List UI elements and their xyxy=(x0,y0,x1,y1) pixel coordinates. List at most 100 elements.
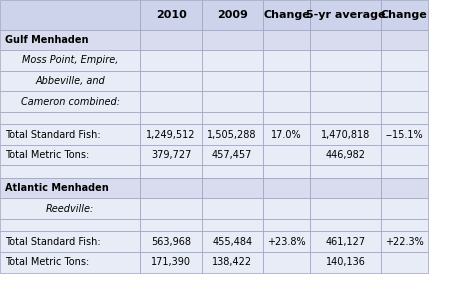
Bar xyxy=(263,231,310,252)
Text: 461,127: 461,127 xyxy=(325,237,366,247)
Bar xyxy=(140,145,202,166)
Bar xyxy=(381,30,428,50)
Bar xyxy=(263,145,310,166)
Bar xyxy=(263,166,310,178)
Bar xyxy=(381,219,428,231)
Bar xyxy=(202,91,263,112)
Text: Moss Point, Empire,: Moss Point, Empire, xyxy=(22,56,118,65)
Bar xyxy=(140,50,202,71)
Bar xyxy=(263,252,310,272)
Bar xyxy=(0,199,140,219)
Text: 140,136: 140,136 xyxy=(325,257,366,267)
Text: Abbeville, and: Abbeville, and xyxy=(35,76,105,86)
Bar xyxy=(263,178,310,199)
Bar xyxy=(0,71,140,91)
Bar xyxy=(0,0,140,30)
Bar xyxy=(0,145,140,166)
Text: 379,727: 379,727 xyxy=(151,150,191,160)
Text: 2010: 2010 xyxy=(156,10,186,20)
Bar xyxy=(0,178,140,199)
Bar xyxy=(202,219,263,231)
Bar xyxy=(381,112,428,124)
Bar xyxy=(263,71,310,91)
Bar xyxy=(140,178,202,199)
Bar xyxy=(263,124,310,145)
Bar xyxy=(263,30,310,50)
Bar xyxy=(140,91,202,112)
Text: Total Standard Fish:: Total Standard Fish: xyxy=(5,237,101,247)
Bar xyxy=(202,178,263,199)
Bar xyxy=(0,30,140,50)
Bar xyxy=(381,0,428,30)
Text: Gulf Menhaden: Gulf Menhaden xyxy=(5,35,88,45)
Bar xyxy=(0,124,140,145)
Text: Change: Change xyxy=(381,10,428,20)
Bar xyxy=(0,91,140,112)
Bar xyxy=(202,30,263,50)
Bar xyxy=(263,112,310,124)
Bar xyxy=(202,112,263,124)
Bar xyxy=(310,124,381,145)
Text: Cameron combined:: Cameron combined: xyxy=(21,97,120,107)
Bar xyxy=(202,145,263,166)
Text: Change: Change xyxy=(263,10,310,20)
Bar xyxy=(140,219,202,231)
Bar xyxy=(381,50,428,71)
Bar xyxy=(381,71,428,91)
Bar xyxy=(263,219,310,231)
Text: Reedville:: Reedville: xyxy=(46,204,94,214)
Bar xyxy=(202,71,263,91)
Bar xyxy=(381,231,428,252)
Text: 563,968: 563,968 xyxy=(151,237,191,247)
Text: Atlantic Menhaden: Atlantic Menhaden xyxy=(5,183,109,193)
Bar xyxy=(140,30,202,50)
Bar xyxy=(202,0,263,30)
Bar xyxy=(310,145,381,166)
Text: 1,249,512: 1,249,512 xyxy=(146,130,196,140)
Bar xyxy=(140,252,202,272)
Text: Total Metric Tons:: Total Metric Tons: xyxy=(5,150,89,160)
Bar xyxy=(140,231,202,252)
Bar xyxy=(0,231,140,252)
Bar xyxy=(310,219,381,231)
Text: 2009: 2009 xyxy=(217,10,248,20)
Bar xyxy=(381,124,428,145)
Bar xyxy=(263,50,310,71)
Bar xyxy=(310,252,381,272)
Bar xyxy=(0,166,140,178)
Bar xyxy=(140,0,202,30)
Bar xyxy=(310,71,381,91)
Bar xyxy=(310,199,381,219)
Bar xyxy=(310,30,381,50)
Bar xyxy=(310,166,381,178)
Text: 457,457: 457,457 xyxy=(212,150,252,160)
Text: --15.1%: --15.1% xyxy=(386,130,423,140)
Text: Total Metric Tons:: Total Metric Tons: xyxy=(5,257,89,267)
Bar xyxy=(0,112,140,124)
Bar xyxy=(263,199,310,219)
Bar xyxy=(310,112,381,124)
Bar xyxy=(381,178,428,199)
Bar xyxy=(0,252,140,272)
Bar xyxy=(310,0,381,30)
Text: 171,390: 171,390 xyxy=(151,257,191,267)
Bar xyxy=(381,91,428,112)
Bar xyxy=(0,50,140,71)
Bar xyxy=(263,91,310,112)
Bar xyxy=(310,50,381,71)
Text: 446,982: 446,982 xyxy=(325,150,366,160)
Bar xyxy=(381,252,428,272)
Text: 1,505,288: 1,505,288 xyxy=(207,130,257,140)
Bar xyxy=(140,199,202,219)
Bar xyxy=(202,50,263,71)
Text: 138,422: 138,422 xyxy=(212,257,252,267)
Bar xyxy=(0,219,140,231)
Text: 5-yr average: 5-yr average xyxy=(306,10,385,20)
Text: 17.0%: 17.0% xyxy=(271,130,302,140)
Bar xyxy=(140,124,202,145)
Bar xyxy=(140,71,202,91)
Text: 1,470,818: 1,470,818 xyxy=(321,130,370,140)
Bar xyxy=(202,252,263,272)
Bar xyxy=(381,166,428,178)
Bar xyxy=(202,231,263,252)
